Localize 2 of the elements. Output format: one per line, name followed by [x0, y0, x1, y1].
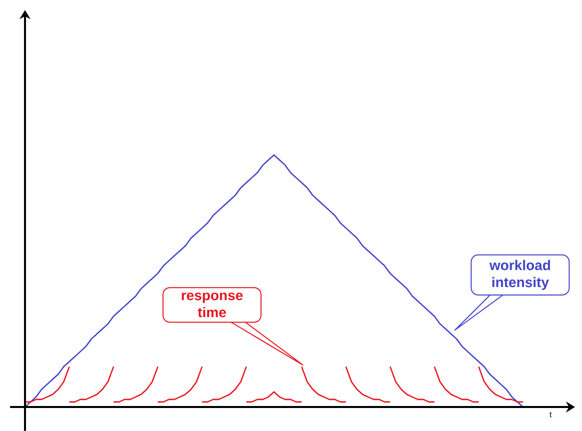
x-axis-title: t [550, 412, 552, 418]
annotation: response time [182, 292, 243, 318]
